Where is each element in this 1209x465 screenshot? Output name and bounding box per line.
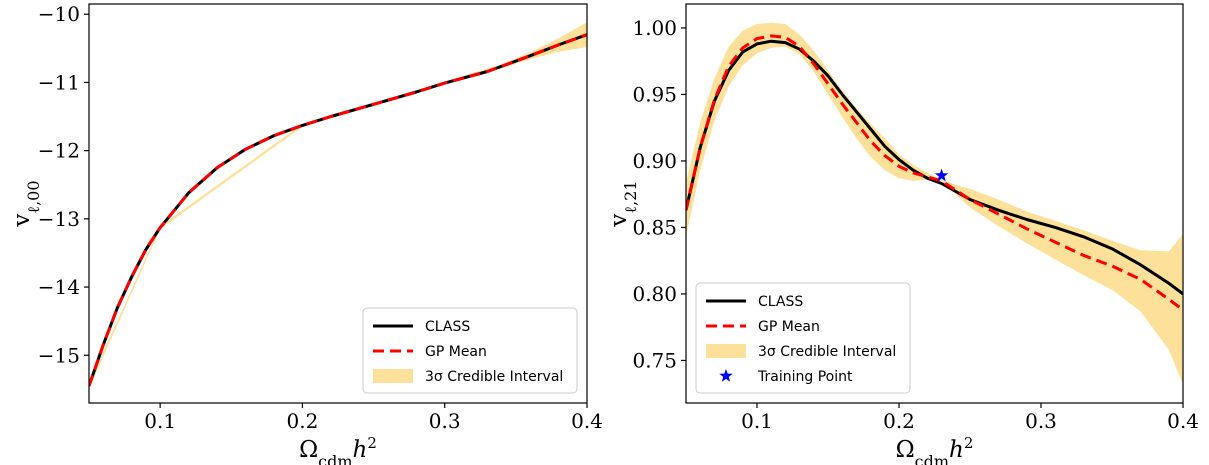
x-tick-label: 0.2 <box>287 409 319 433</box>
x-tick-label: 0.3 <box>1025 409 1057 433</box>
legend-training-point-swatch <box>719 369 733 382</box>
legend-credible-interval-swatch <box>706 344 746 358</box>
y-axis-label: vℓ,00 <box>9 180 43 227</box>
gp-mean-series-line <box>89 33 587 387</box>
x-axis-label: Ωcdmh2 <box>896 434 974 465</box>
x-tick-label: 0.4 <box>1167 409 1199 433</box>
legend-box <box>695 282 911 394</box>
x-tick-label: 0.2 <box>883 409 915 433</box>
legend-training-point-label: Training Point <box>757 369 853 385</box>
legend-gp-mean-label: GP Mean <box>425 344 487 360</box>
y-tick-label: −10 <box>38 2 80 26</box>
legend-class-label: CLASS <box>425 319 470 335</box>
y-tick-label: 0.80 <box>632 282 677 306</box>
y-tick-label: −11 <box>38 70 80 94</box>
x-tick-label: 0.4 <box>571 409 603 433</box>
x-tick-label: 0.1 <box>144 409 176 433</box>
class-series-line <box>686 39 1183 296</box>
y-tick-label: 1.00 <box>632 16 677 40</box>
x-tick-label: 0.1 <box>741 409 773 433</box>
legend-box <box>362 307 578 394</box>
plot-area <box>686 22 1183 385</box>
axes-frame <box>685 3 1184 404</box>
gp-mean-series-line <box>686 34 1183 312</box>
left-panel: 0.1 0.2 0.3 0.4 −15 −14 −13 −12 −11 −10 Ωcdmh2 vℓ,0… <box>9 2 603 465</box>
y-axis-label: vℓ,21 <box>606 180 640 227</box>
y-tick-label: −13 <box>38 207 80 231</box>
y-tick-label: 0.85 <box>632 215 677 239</box>
legend: CLASS GP Mean 3σ Credible Interval Training… <box>695 282 911 394</box>
legend-class-label: CLASS <box>758 294 803 310</box>
y-tick-label: −12 <box>38 139 80 163</box>
x-tick-label: 0.3 <box>429 409 461 433</box>
legend-credible-interval-swatch <box>373 369 413 383</box>
legend-credible-interval-label: 3σ Credible Interval <box>758 344 896 360</box>
legend-credible-interval-label: 3σ Credible Interval <box>425 369 563 385</box>
legend-gp-mean-label: GP Mean <box>758 319 820 335</box>
legend: CLASS GP Mean 3σ Credible Interval <box>362 307 578 394</box>
training-point-marker <box>934 168 949 182</box>
y-tick-label: −15 <box>38 343 80 367</box>
axes-frame <box>88 3 588 404</box>
y-tick-label: 0.95 <box>632 82 677 106</box>
y-tick-label: 0.75 <box>632 348 677 372</box>
plot-area <box>89 22 587 389</box>
y-tick-label: −14 <box>38 275 80 299</box>
right-panel: 0.1 0.2 0.3 0.4 0.75 0.80 0.85 0.90 0.95 1.00 Ωcdm… <box>606 3 1199 465</box>
y-tick-label: 0.90 <box>632 149 677 173</box>
x-axis-label: Ωcdmh2 <box>299 434 377 465</box>
